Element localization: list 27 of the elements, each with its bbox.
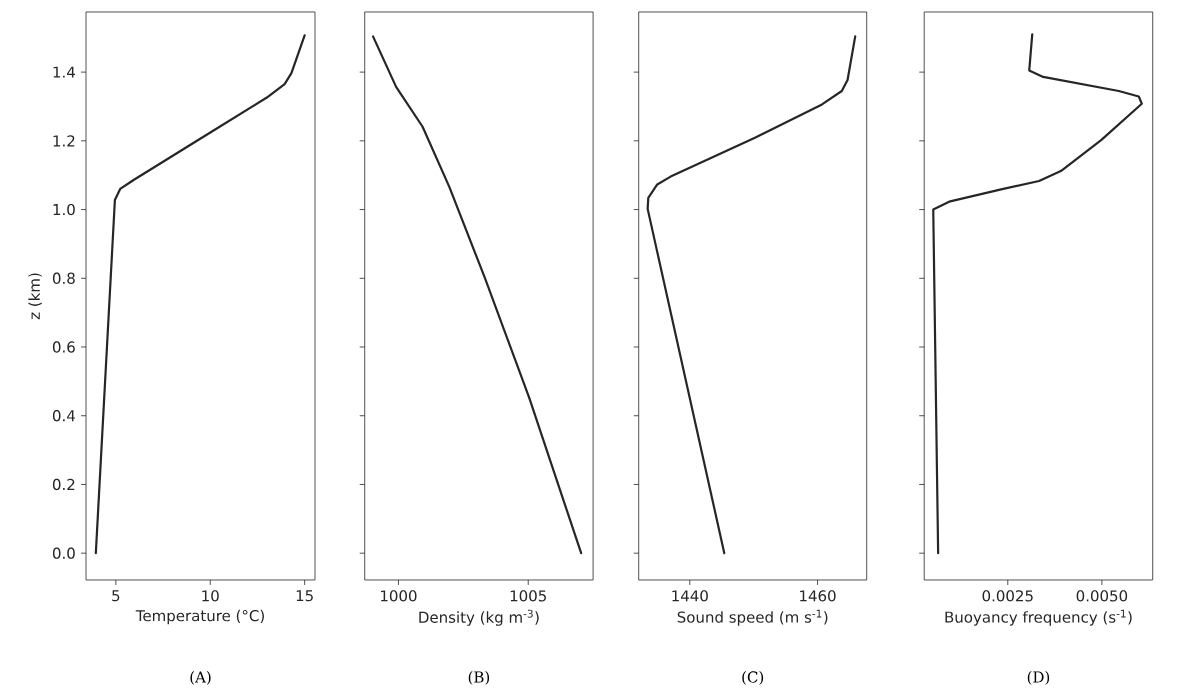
x-tick-label: 5 — [112, 590, 120, 602]
y-tick-label: 0.2 — [52, 478, 75, 491]
x-axis-title: Sound speed (m s$^{-1}$) — [677, 609, 828, 626]
x-axis-title: Buoyancy frequency (s$^{-1}$) — [945, 609, 1132, 626]
text: (B) — [468, 671, 490, 685]
text: (A) — [190, 671, 211, 685]
line-series — [94, 34, 306, 555]
y-tick-label: 0.0 — [52, 547, 75, 559]
x-axis-title: Temperature (°C) — [135, 609, 264, 625]
x-tick-label: 1000 — [381, 590, 417, 602]
y-tick-label: 1.4 — [53, 66, 75, 78]
x-tick-label: 10 — [202, 590, 219, 602]
y-tick-label: 1.2 — [53, 135, 75, 147]
y-tick-label: 0.6 — [52, 341, 75, 353]
x-axis-title: Density (kg m$^{-3}$) — [419, 609, 539, 626]
y-tick-label: 1.0 — [53, 203, 75, 216]
y-axis-title: z (km) — [28, 273, 42, 320]
y-tick-label: 0.8 — [52, 272, 75, 284]
y-tick-label: 0.4 — [52, 410, 75, 422]
x-tick-label: 15 — [296, 590, 313, 602]
text: (C) — [742, 671, 764, 685]
x-tick-label: 1460 — [800, 590, 836, 602]
x-tick-label: 0.0050 — [1076, 590, 1128, 602]
text: (D) — [1027, 671, 1050, 685]
x-tick-label: 1440 — [672, 590, 708, 602]
x-tick-label: 0.0025 — [982, 590, 1033, 602]
x-tick-label: 1005 — [510, 590, 546, 602]
